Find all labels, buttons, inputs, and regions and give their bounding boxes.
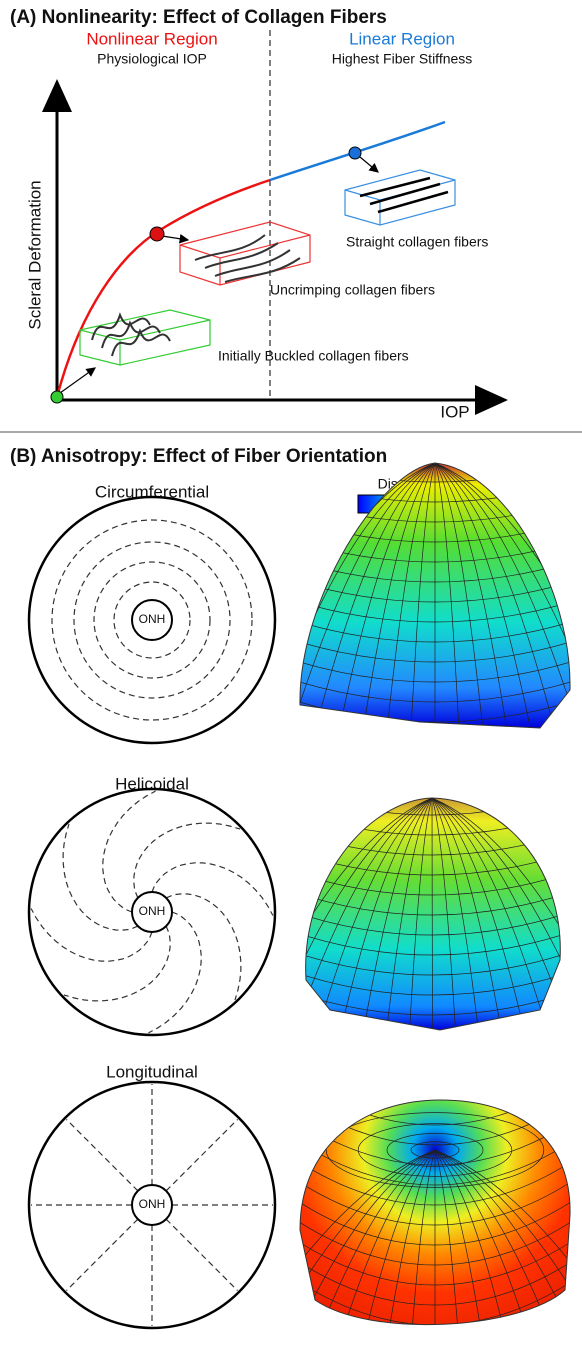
fiber-path [166, 894, 241, 1000]
onh-label: ONH [139, 904, 166, 918]
fiber-path [63, 824, 138, 930]
nonlinear-point [150, 227, 164, 241]
fiber-path [134, 823, 240, 898]
nonlinear-label: Nonlinear Region [86, 29, 217, 48]
y-axis-label: Scleral Deformation [25, 180, 44, 329]
linear-label: Linear Region [349, 29, 455, 48]
linear-point [349, 147, 361, 159]
origin-point [51, 391, 63, 403]
onh-label: ONH [139, 612, 166, 626]
fiber-path [64, 926, 170, 1001]
model-label: Longitudinal [106, 1062, 198, 1081]
panel-b-title: (B) Anisotropy: Effect of Fiber Orientat… [10, 446, 387, 467]
linear-sublabel: Highest Fiber Stiffness [332, 51, 473, 67]
model-label: Circumferential [95, 482, 209, 501]
fiber-path [66, 1119, 137, 1190]
fiber-path [66, 1219, 137, 1290]
mesh-line [432, 798, 433, 1050]
figure: (A) Nonlinearity: Effect of Collagen Fib… [0, 0, 582, 1345]
nonlinear-sublabel: Physiological IOP [97, 51, 207, 67]
fiber-label: Uncrimping collagen fibers [270, 282, 435, 298]
fiber-label: Straight collagen fibers [346, 234, 488, 250]
fiber-path [166, 1119, 237, 1190]
panel-a-title: (A) Nonlinearity: Effect of Collagen Fib… [10, 7, 387, 28]
fiber-label: Initially Buckled collagen fibers [218, 348, 409, 364]
fiber-boxes [80, 170, 455, 365]
x-axis-label: IOP [440, 402, 469, 421]
fiber-path [166, 1219, 237, 1290]
onh-label: ONH [139, 1197, 166, 1211]
nonlinear-curve [57, 180, 270, 397]
